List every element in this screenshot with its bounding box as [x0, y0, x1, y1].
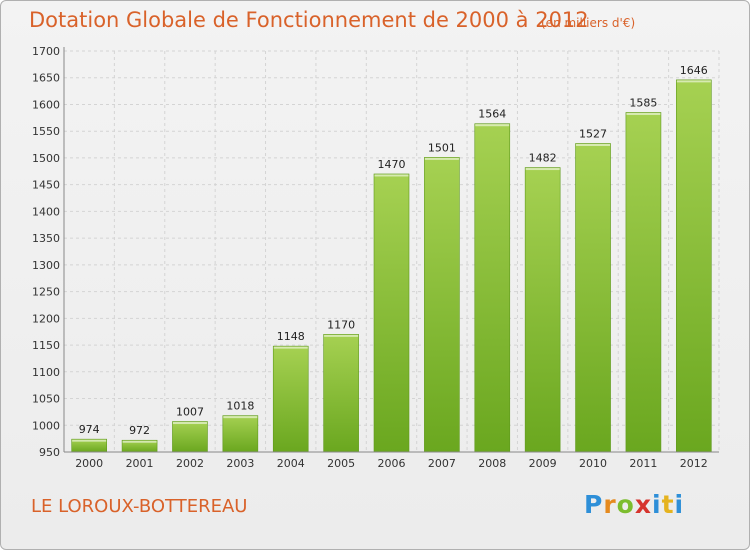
x-tick-label: 2009: [529, 457, 557, 470]
bar-value-label: 1007: [176, 406, 204, 419]
chart-subtitle: (en milliers d'€): [541, 16, 636, 30]
bar: [424, 157, 460, 453]
y-tick-label: 1300: [32, 259, 60, 272]
bar-highlight: [676, 80, 711, 83]
y-tick-label: 1700: [32, 45, 60, 58]
bar-highlight: [72, 439, 107, 442]
y-tick-label: 1050: [32, 393, 60, 406]
bar-highlight: [525, 168, 560, 171]
logo-letter: x: [634, 490, 652, 519]
x-tick-label: 2002: [176, 457, 204, 470]
bar-highlight: [122, 440, 157, 443]
bar-value-label: 1585: [629, 96, 657, 109]
logo-letter: r: [603, 490, 617, 519]
bar-chart: 974 972 1007 1018 1148 1170 1470 1501 1564 1482 15…: [32, 45, 720, 470]
proxiti-logo: Proxiti: [584, 490, 684, 519]
bar: [373, 173, 410, 453]
bar-value-label: 1564: [478, 108, 506, 121]
bar: [323, 334, 359, 453]
bar-value-label: 1018: [226, 400, 254, 413]
logo-letter: i: [674, 490, 685, 519]
bar-highlight: [424, 157, 459, 160]
bar-value-label: 1470: [378, 158, 406, 171]
logo-letter: t: [661, 490, 675, 519]
bar: [575, 143, 611, 453]
bar-highlight: [475, 124, 510, 127]
bar-value-label: 1527: [579, 127, 607, 140]
x-tick-label: 2001: [126, 457, 154, 470]
chart-title: Dotation Globale de Fonctionnement de 20…: [29, 8, 589, 32]
bar: [524, 167, 561, 453]
y-tick-label: 1450: [32, 179, 60, 192]
bar-value-label: 1501: [428, 141, 456, 154]
bar: [474, 123, 511, 453]
bar-highlight: [374, 174, 409, 177]
logo-letter: o: [616, 490, 635, 519]
y-tick-label: 950: [39, 446, 60, 459]
y-tick-label: 1250: [32, 286, 60, 299]
bar: [676, 79, 712, 453]
y-tick-label: 1600: [32, 98, 60, 111]
bar-value-label: 1170: [327, 318, 355, 331]
bar-highlight: [172, 422, 207, 425]
commune-name: LE LOROUX-BOTTEREAU: [31, 496, 248, 517]
x-tick-label: 2006: [378, 457, 406, 470]
logo-letter: i: [652, 490, 662, 519]
bar-value-label: 972: [129, 424, 150, 437]
x-tick-label: 2003: [226, 457, 254, 470]
bar-value-label: 1482: [529, 152, 557, 165]
y-tick-label: 1550: [32, 125, 60, 138]
y-tick-label: 1100: [32, 366, 60, 379]
y-tick-label: 1650: [32, 72, 60, 85]
x-tick-label: 2007: [428, 457, 456, 470]
x-tick-label: 2008: [478, 457, 506, 470]
y-tick-label: 1350: [32, 232, 60, 245]
logo-letter: P: [584, 490, 604, 519]
x-tick-label: 2011: [629, 457, 657, 470]
bar-highlight: [324, 334, 359, 337]
y-tick-label: 1500: [32, 152, 60, 165]
bar-value-label: 1646: [680, 64, 708, 77]
bar-value-label: 974: [79, 423, 100, 436]
bar: [222, 415, 259, 453]
bar: [625, 112, 662, 453]
x-tick-label: 2012: [680, 457, 708, 470]
bar-highlight: [626, 112, 661, 115]
bar-highlight: [576, 143, 611, 146]
y-tick-label: 1200: [32, 312, 60, 325]
bar-value-label: 1148: [277, 330, 305, 343]
y-tick-label: 1400: [32, 205, 60, 218]
bar-highlight: [273, 346, 308, 349]
x-tick-label: 2005: [327, 457, 355, 470]
bar-highlight: [223, 416, 258, 419]
bar: [272, 345, 309, 453]
x-tick-label: 2004: [277, 457, 305, 470]
x-tick-label: 2000: [75, 457, 103, 470]
bar: [172, 421, 208, 453]
x-tick-label: 2010: [579, 457, 607, 470]
y-tick-label: 1000: [32, 419, 60, 432]
y-tick-label: 1150: [32, 339, 60, 352]
